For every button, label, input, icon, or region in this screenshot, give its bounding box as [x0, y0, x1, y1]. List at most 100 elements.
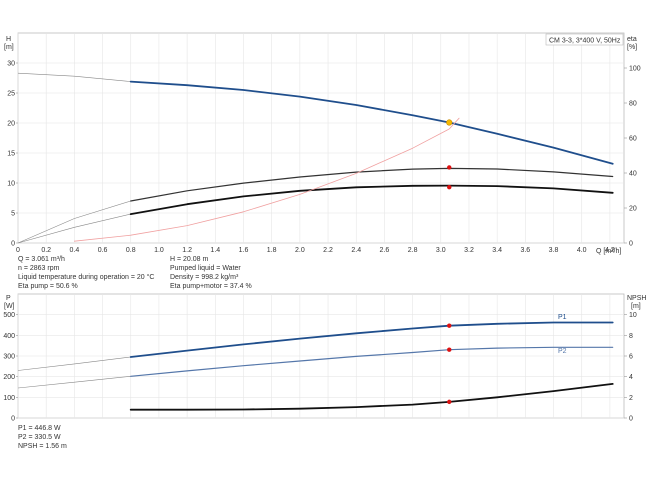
- info-npsh: NPSH = 1.56 m: [18, 443, 67, 450]
- bot-p2-line: [130, 346, 614, 377]
- flow-tick-0-4: 0.4: [70, 247, 80, 254]
- power-tick-labels: 0 100 200 300 400 500: [3, 312, 18, 423]
- bot-left-tick-200: 200: [3, 374, 15, 381]
- bot-npsh-line: [129, 383, 614, 411]
- head-axis-unit: [m]: [4, 44, 14, 51]
- bot-p2-extension-line: [17, 376, 131, 389]
- flow-tick-4-2: 4.2: [605, 247, 615, 254]
- bot-right-tick-0: 0: [629, 416, 633, 423]
- flow-tick-2-0: 2.0: [295, 247, 305, 254]
- bot-right-tick-6: 6: [629, 354, 633, 361]
- npsh-tick-labels: 0 2 4 6 8 10: [624, 312, 637, 423]
- npsh-axis-unit: [m]: [631, 303, 641, 310]
- top-series-2-extension-line: [17, 213, 131, 244]
- bot-right-tick-4: 4: [629, 374, 633, 381]
- bot-left-tick-500: 500: [3, 312, 15, 319]
- bot-duty-marker-1: [447, 347, 452, 352]
- top-left-tick-30: 30: [7, 61, 15, 68]
- bot-left-tick-0: 0: [11, 416, 15, 423]
- info-eta-pump-motor: Eta pump+motor = 37.4 %: [170, 283, 252, 290]
- flow-tick-4-0: 4.0: [577, 247, 587, 254]
- top-duty-marker-2: [446, 119, 453, 126]
- bot-p1-line: [129, 321, 614, 358]
- top-series-3-line: [74, 117, 460, 242]
- info-flow: Q = 3.061 m³/h: [18, 256, 65, 263]
- series-label-p2: P2: [558, 348, 567, 355]
- flow-tick-3-0: 3.0: [436, 247, 446, 254]
- top-duty-marker-1: [447, 185, 452, 190]
- info-eta-pump: Eta pump = 50.6 %: [18, 283, 78, 290]
- flow-tick-3-4: 3.4: [492, 247, 502, 254]
- top-left-tick-5: 5: [11, 211, 15, 218]
- power-axis-unit: [W]: [4, 303, 15, 310]
- flow-tick-1-4: 1.4: [210, 247, 220, 254]
- duty-point-markers: [446, 119, 453, 190]
- bot-right-tick-10: 10: [629, 312, 637, 319]
- top-left-tick-0: 0: [11, 241, 15, 248]
- top-series-0-extension-line: [17, 72, 131, 82]
- top-series-2-line: [129, 184, 614, 215]
- top-right-tick-80: 80: [629, 101, 637, 108]
- flow-tick-1-6: 1.6: [239, 247, 249, 254]
- bot-duty-marker-2: [447, 399, 452, 405]
- flow-tick-labels: 0 0.2 0.4 0.6 0.8 1.0 1.2 1.4 1.6 1.8 2.0 2.2 2.4 2.6…: [16, 247, 615, 254]
- info-liquid-temp: Liquid temperature during operation = 20…: [18, 273, 154, 281]
- top-left-tick-15: 15: [7, 151, 15, 158]
- flow-tick-2-8: 2.8: [408, 247, 418, 254]
- bot-left-tick-300: 300: [3, 354, 15, 361]
- power-grid: [17, 294, 624, 419]
- info-p2: P2 = 330.5 W: [18, 434, 61, 441]
- top-right-tick-40: 40: [629, 171, 637, 178]
- top-left-tick-10: 10: [7, 181, 15, 188]
- duty-point-info: Q = 3.061 m³/h n = 2863 rpm Liquid tempe…: [18, 256, 252, 290]
- top-series-1-line: [130, 167, 614, 202]
- power-axis-label: P: [6, 295, 11, 302]
- top-series-1-extension-line: [17, 200, 131, 244]
- info-speed: n = 2863 rpm: [18, 265, 60, 272]
- top-duty-marker-0: [447, 165, 452, 170]
- eta-tick-labels: 0 20 40 60 80 100: [624, 66, 641, 248]
- bot-left-tick-100: 100: [3, 395, 15, 402]
- flow-tick-0-8: 0.8: [126, 247, 136, 254]
- bot-p1-extension-line: [17, 356, 131, 371]
- flow-tick-2-2: 2.2: [323, 247, 333, 254]
- eta-axis-label: eta: [627, 36, 637, 43]
- flow-tick-0-6: 0.6: [98, 247, 108, 254]
- bot-left-tick-400: 400: [3, 333, 15, 340]
- top-right-tick-100: 100: [629, 66, 641, 73]
- top-right-tick-60: 60: [629, 136, 637, 143]
- top-series-0-line: [129, 80, 614, 165]
- flow-tick-1-2: 1.2: [182, 247, 192, 254]
- flow-tick-1-0: 1.0: [154, 247, 164, 254]
- head-tick-labels: 0 5 10 15 20 25 30: [7, 61, 18, 248]
- top-left-tick-20: 20: [7, 121, 15, 128]
- flow-tick-0: 0: [16, 247, 20, 254]
- bot-duty-marker-0: [447, 323, 452, 328]
- info-density: Density = 998.2 kg/m³: [170, 274, 239, 281]
- bot-right-tick-8: 8: [629, 333, 633, 340]
- info-pumped-liquid: Pumped liquid = Water: [170, 265, 241, 272]
- head-grid: [17, 33, 624, 244]
- head-series: [17, 72, 614, 244]
- flow-tick-3-8: 3.8: [549, 247, 559, 254]
- power-info: P1 = 446.8 W P2 = 330.5 W NPSH = 1.56 m: [18, 425, 67, 450]
- flow-tick-2-6: 2.6: [380, 247, 390, 254]
- top-left-tick-25: 25: [7, 91, 15, 98]
- top-right-tick-20: 20: [629, 206, 637, 213]
- flow-axis-label: Q [m³/h]: [596, 248, 621, 255]
- power-duty-markers: [447, 323, 452, 405]
- info-p1: P1 = 446.8 W: [18, 425, 61, 432]
- series-label-p1: P1: [558, 314, 567, 321]
- top-right-tick-0: 0: [629, 241, 633, 248]
- power-series: [17, 321, 614, 411]
- info-head: H = 20.08 m: [170, 256, 208, 263]
- head-axis-label: H: [6, 36, 11, 43]
- flow-tick-3-2: 3.2: [464, 247, 474, 254]
- flow-tick-0-2: 0.2: [41, 247, 51, 254]
- flow-tick-2-4: 2.4: [351, 247, 361, 254]
- flow-tick-3-6: 3.6: [520, 247, 530, 254]
- npsh-axis-label: NPSH: [627, 295, 646, 302]
- flow-tick-1-8: 1.8: [267, 247, 277, 254]
- pump-title-box: [545, 33, 624, 46]
